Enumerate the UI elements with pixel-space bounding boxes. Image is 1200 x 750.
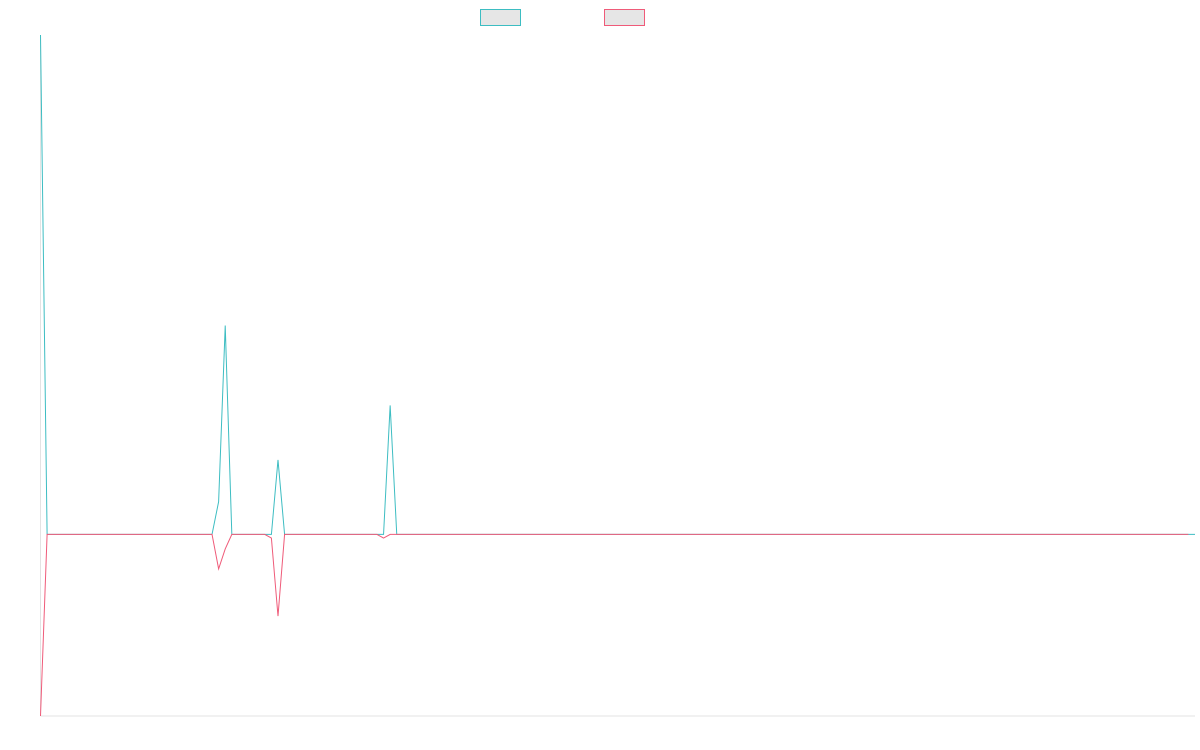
- legend-swatch-series-1[interactable]: [480, 9, 521, 26]
- legend-swatch-series-2[interactable]: [604, 9, 645, 26]
- series-2-line: [40, 533, 1189, 717]
- series-1-line: [40, 34, 1195, 535]
- chart-legend: [480, 9, 645, 26]
- plot-area: [40, 34, 1195, 717]
